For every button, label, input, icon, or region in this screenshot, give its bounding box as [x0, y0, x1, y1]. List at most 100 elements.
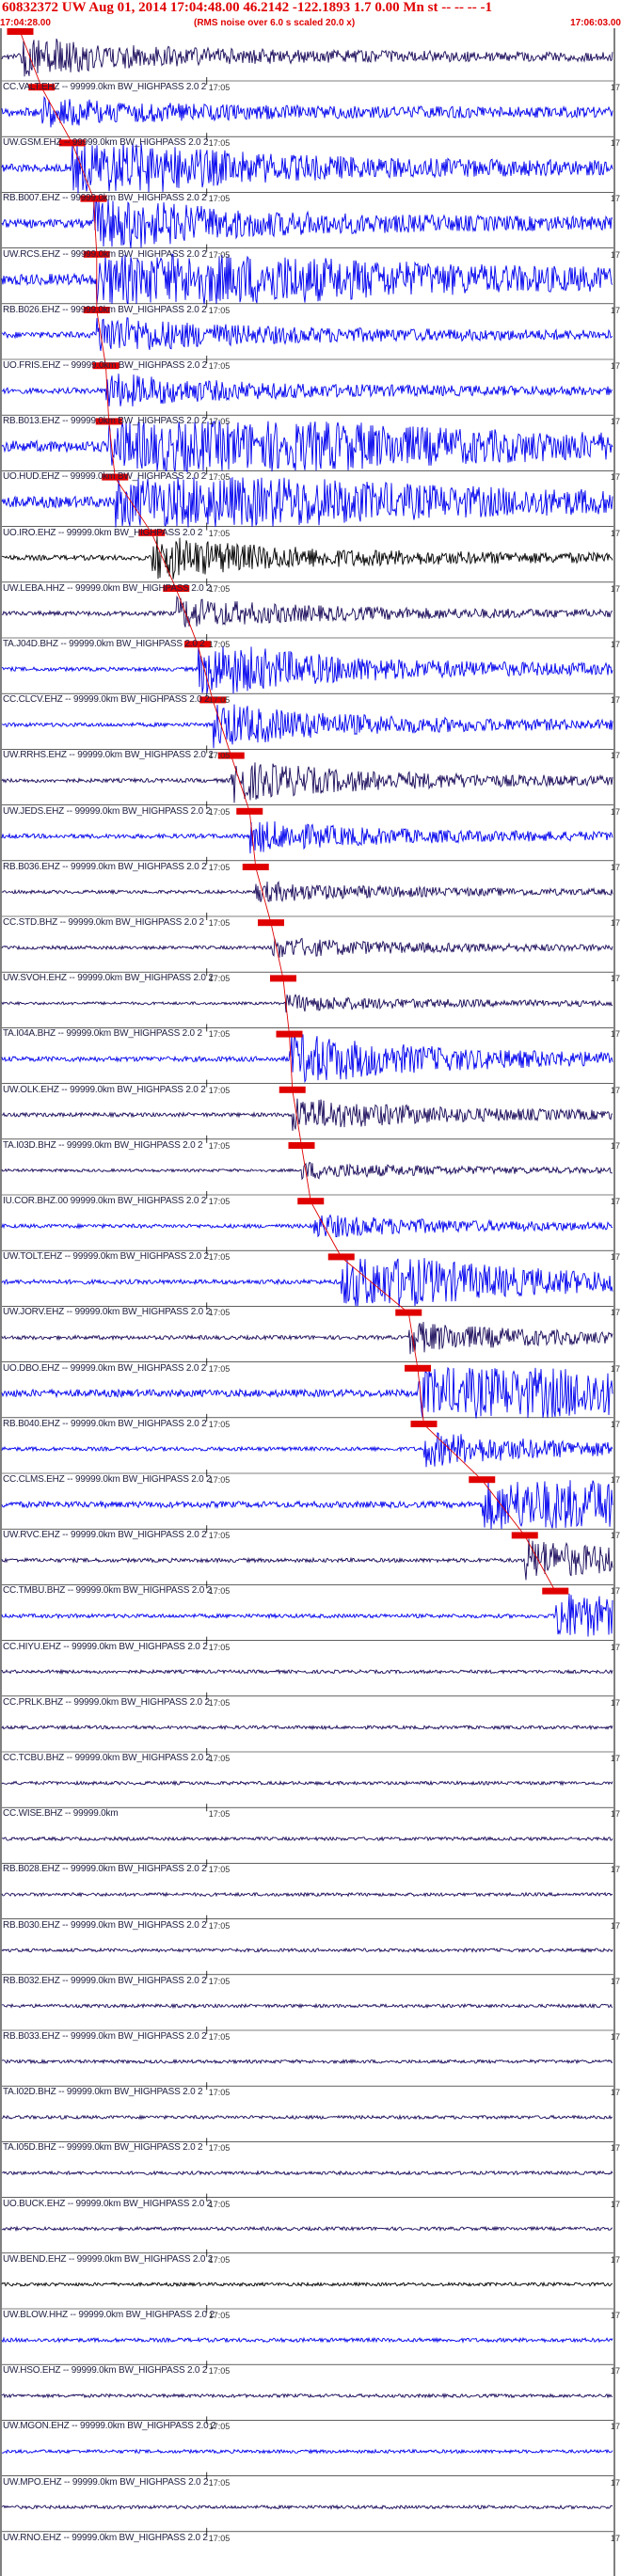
waveform-trace	[1, 253, 613, 305]
channel-label: UW.BLOW.HHZ -- 99999.0km BW_HIGHPASS 2.0…	[3, 2310, 215, 2320]
waveform-trace	[1, 595, 613, 628]
edge-tick-label: 17	[611, 194, 621, 204]
channel-label: RB.B007.EHZ -- 99999.0km BW_HIGHPASS 2.0…	[3, 193, 207, 204]
minute-tick-label: 17:05	[208, 2143, 231, 2154]
channel-label: UW.MGON.EHZ -- 99999.0km BW_HIGHPASS 2.0…	[3, 2421, 216, 2432]
waveform-trace	[1, 1779, 613, 1787]
edge-tick-label: 17	[611, 2254, 621, 2265]
minute-tick-label: 17:05	[208, 806, 231, 817]
channel-label: RB.B036.EHZ -- 99999.0km BW_HIGHPASS 2.0…	[3, 861, 207, 872]
edge-tick-label: 17	[611, 2032, 621, 2042]
waveform-trace	[1, 142, 613, 194]
edge-tick-label: 17	[611, 583, 621, 594]
waveform-trace	[1, 39, 613, 77]
minute-tick-label: 17:05	[208, 361, 231, 371]
edge-tick-label: 17	[611, 862, 621, 872]
minute-tick-label: 17:05	[208, 695, 231, 706]
edge-tick-label: 17	[611, 1809, 621, 1820]
edge-tick-label: 17	[611, 2477, 621, 2488]
edge-tick-label: 17	[611, 361, 621, 371]
edge-tick-label: 17	[611, 417, 621, 427]
channel-label: UW.JORV.EHZ -- 99999.0km BW_HIGHPASS 2.0…	[3, 1307, 211, 1318]
waveform-trace	[1, 881, 613, 903]
minute-tick-label: 17:05	[208, 1586, 231, 1597]
channel-label: RB.B013.EHZ -- 99999.0km BW_HIGHPASS 2.0…	[3, 416, 207, 427]
waveform-trace	[1, 1214, 613, 1238]
start-time-label: 17:04:28.00	[0, 18, 51, 28]
edge-tick-label: 17	[611, 2366, 621, 2377]
minute-tick-label: 17:05	[208, 1976, 231, 1986]
waveform-trace	[1, 95, 613, 128]
channel-label: CC.TCBU.BHZ -- 99999.0km BW_HIGHPASS 2.0…	[3, 1753, 211, 1763]
minute-tick-label: 17:05	[208, 1197, 231, 1206]
edge-tick-label: 17	[611, 305, 621, 315]
channel-label: RB.B032.EHZ -- 99999.0km BW_HIGHPASS 2.0…	[3, 1975, 207, 1986]
edge-tick-label: 17	[611, 249, 621, 260]
channel-label: TA.I02D.BHZ -- 99999.0km BW_HIGHPASS 2.0…	[3, 2087, 203, 2098]
waveform-trace	[1, 1724, 613, 1731]
waveform-trace	[1, 2336, 613, 2344]
seismogram-traces	[0, 28, 615, 2576]
event-header-title: 60832372 UW Aug 01, 2014 17:04:48.00 46.…	[2, 0, 492, 15]
minute-tick-label: 17:05	[208, 417, 231, 427]
edge-tick-label: 17	[611, 83, 621, 92]
edge-tick-label: 17	[611, 138, 621, 149]
waveform-trace	[1, 2225, 613, 2233]
minute-tick-label: 17:05	[208, 1308, 231, 1318]
channel-label: TA.I05D.BHZ -- 99999.0km BW_HIGHPASS 2.0…	[3, 2142, 203, 2154]
waveform-trace	[1, 2114, 613, 2121]
edge-tick-label: 17	[611, 2533, 621, 2543]
edge-tick-label: 17	[611, 528, 621, 538]
waveform-trace	[1, 535, 613, 580]
edge-tick-label: 17	[611, 2311, 621, 2320]
moveout-line	[20, 31, 556, 1592]
minute-tick-label: 17:05	[208, 138, 231, 149]
channel-label: UW.GSM.EHZ -- 99999.0km BW_HIGHPASS 2.0 …	[3, 137, 209, 149]
channel-label: UW.SVOH.EHZ -- 99999.0km BW_HIGHPASS 2.0…	[3, 973, 214, 984]
minute-tick-label: 17:05	[208, 2422, 231, 2432]
edge-tick-label: 17	[611, 1140, 621, 1151]
channel-label: CC.CLCV.EHZ -- 99999.0km BW_HIGHPASS 2.0…	[3, 694, 210, 706]
channel-label: TA.I03D.BHZ -- 99999.0km BW_HIGHPASS 2.0…	[3, 1139, 203, 1151]
minute-tick-label: 17:05	[208, 1252, 231, 1263]
noise-note-label: (RMS noise over 6.0 s scaled 20.0 x)	[194, 18, 356, 28]
channel-label: UW.OLK.EHZ -- 99999.0km BW_HIGHPASS 2.0 …	[3, 1084, 206, 1095]
minute-tick-label: 17:05	[208, 2032, 231, 2042]
minute-tick-label: 17:05	[208, 2366, 231, 2377]
channel-label: UW.TOLT.EHZ -- 99999.0km BW_HIGHPASS 2.0…	[3, 1251, 209, 1263]
minute-tick-label: 17:05	[208, 2254, 231, 2265]
waveform-trace	[1, 1161, 613, 1181]
minute-tick-label: 17:05	[208, 1920, 231, 1931]
minute-tick-label: 17:05	[208, 1029, 231, 1040]
channel-label: UW.RCS.EHZ -- 99999.0km BW_HIGHPASS 2.0 …	[3, 248, 207, 260]
channel-label: CC.VALT.EHZ -- 99999.0km BW_HIGHPASS 2.0…	[3, 82, 207, 92]
edge-tick-label: 17	[611, 2088, 621, 2098]
channel-label: IU.COR.BHZ.00 99999.0km BW_HIGHPASS 2.0 …	[3, 1196, 207, 1206]
minute-tick-label: 17:05	[208, 2088, 231, 2098]
edge-tick-label: 17	[611, 1419, 621, 1429]
channel-label: CC.PRLK.BHZ -- 99999.0km BW_HIGHPASS 2.0…	[3, 1696, 210, 1708]
minute-tick-label: 17:05	[208, 2533, 231, 2543]
waveform-trace	[1, 820, 613, 854]
waveform-trace	[1, 1432, 613, 1468]
waveform-trace	[1, 1258, 613, 1308]
channel-label: CC.STD.BHZ -- 99999.0km BW_HIGHPASS 2.0 …	[3, 917, 204, 928]
waveform-trace	[1, 1480, 613, 1530]
channel-label: UW.RNO.EHZ -- 99999.0km BW_HIGHPASS 2.0 …	[3, 2532, 208, 2543]
channel-label: UW.BEND.EHZ -- 99999.0km BW_HIGHPASS 2.0…	[3, 2253, 214, 2265]
minute-tick-label: 17:05	[208, 1531, 231, 1541]
waveform-trace	[1, 1668, 613, 1676]
channel-label: TA.J04D.BHZ -- 99999.0km BW_HIGHPASS 2.0…	[3, 639, 205, 649]
waveform-trace	[1, 2504, 613, 2510]
minute-tick-label: 17:05	[208, 1363, 231, 1374]
channel-label: CC.CLMS.EHZ -- 99999.0km BW_HIGHPASS 2.0…	[3, 1474, 212, 1485]
waveform-trace	[1, 2002, 613, 2010]
channel-label: UO.FRIS.EHZ -- 99999.0km BW_HIGHPASS 2.0…	[3, 360, 208, 371]
waveform-trace	[1, 2448, 613, 2455]
waveform-trace	[1, 2058, 613, 2065]
channel-label: UW.MPO.EHZ -- 99999.0km BW_HIGHPASS 2.0 …	[3, 2476, 209, 2488]
channel-label: UW.LEBA.HHZ -- 99999.0km BW_HIGHPASS 2.0…	[3, 582, 212, 594]
edge-tick-label: 17	[611, 2199, 621, 2209]
edge-tick-label: 17	[611, 1531, 621, 1541]
